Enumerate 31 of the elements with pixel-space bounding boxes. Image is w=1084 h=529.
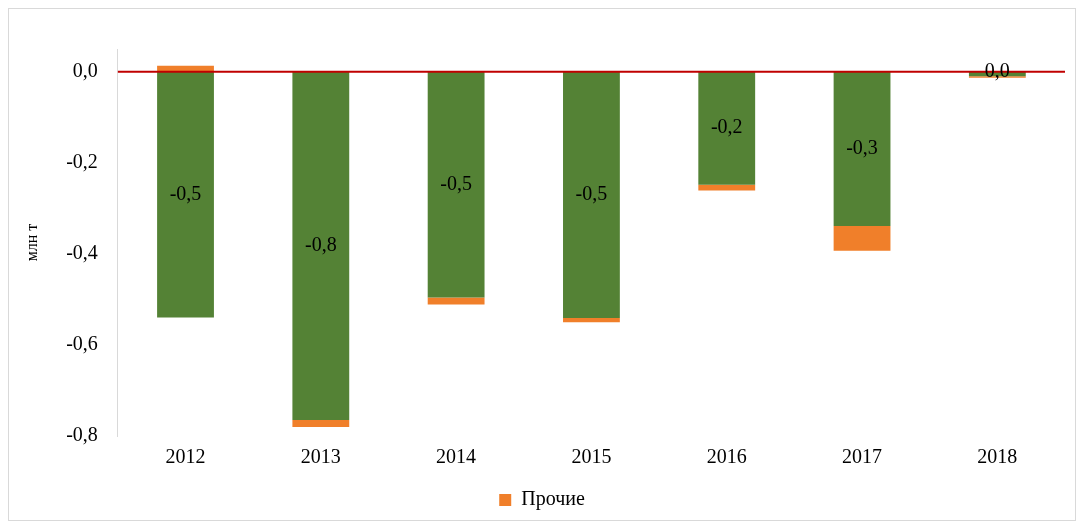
x-tick-label: 2018: [977, 445, 1018, 468]
x-tick-label: 2012: [165, 445, 206, 468]
bar: [833, 226, 891, 251]
x-tick-label: 2014: [436, 445, 477, 468]
y-axis-title: млн т: [22, 223, 40, 262]
data-label: -0,3: [846, 136, 878, 159]
bar: [698, 71, 756, 185]
y-tick-label: -0,4: [66, 241, 98, 264]
y-tick-label: -0,8: [66, 423, 98, 446]
legend-label: Прочие: [521, 487, 585, 511]
y-tick-label: -0,2: [66, 150, 98, 173]
data-label: 0,0: [984, 59, 1010, 82]
bar: [292, 420, 350, 427]
bar: [833, 71, 891, 227]
bar: [427, 71, 485, 298]
bar: [292, 71, 350, 421]
x-tick-label: 2015: [571, 445, 612, 468]
y-tick-label: 0,0: [72, 59, 98, 82]
x-tick-label: 2016: [706, 445, 747, 468]
data-label: -0,5: [575, 182, 608, 205]
data-label: -0,8: [304, 233, 337, 256]
bar: [563, 71, 620, 319]
y-tick-label: -0,6: [66, 332, 98, 355]
bar: [563, 318, 620, 323]
data-label: -0,2: [710, 115, 743, 138]
bar: [698, 184, 756, 191]
x-tick-label: 2013: [300, 445, 341, 468]
x-tick-label: 2017: [842, 445, 883, 468]
data-label: -0,5: [169, 181, 202, 204]
bar: [157, 71, 214, 318]
data-label: -0,5: [440, 171, 472, 194]
